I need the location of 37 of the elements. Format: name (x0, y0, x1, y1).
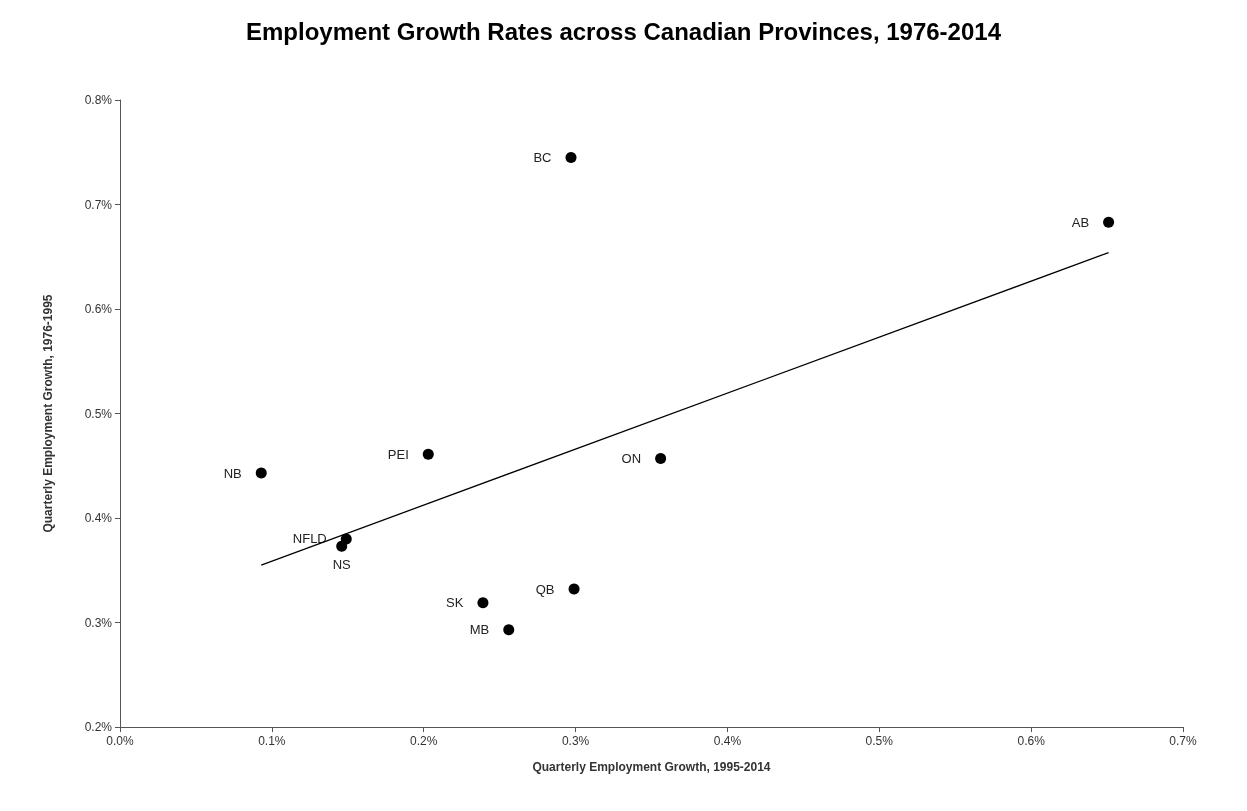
y-tick-label: 0.3% (84, 615, 113, 630)
point (255, 467, 267, 479)
chart-title: Employment Growth Rates across Canadian Provinces, 1976-2014 (246, 17, 1002, 45)
data-label: PEI (387, 446, 409, 462)
y-axis-title: Quarterly Employment Growth, 1976-1995 (41, 294, 55, 533)
y-tick-label: 0.5% (84, 406, 113, 421)
point (565, 151, 577, 163)
x-tick-label: 0.7% (1169, 734, 1197, 748)
data-label: MB (469, 622, 490, 638)
data-label: NS (332, 556, 352, 572)
data-label: QB (535, 581, 555, 597)
y-tick-label: 0.6% (84, 302, 113, 316)
data-label: AB (1071, 214, 1090, 230)
point (568, 583, 580, 595)
data-label: NB (223, 465, 242, 481)
x-tick-label: 0.5% (865, 734, 894, 748)
x-tick-label: 0.0% (106, 734, 134, 748)
point (1103, 216, 1115, 228)
y-tick-label: 0.7% (84, 197, 113, 212)
data-label: SK (446, 595, 464, 611)
x-axis-title: Quarterly Employment Growth, 1995-2014 (532, 760, 771, 774)
point (336, 540, 348, 552)
data-label: ON (621, 450, 642, 466)
x-tick-label: 0.2% (410, 734, 438, 748)
data-label: NFLD (292, 531, 327, 547)
x-tick-label: 0.3% (561, 734, 590, 748)
point (422, 448, 434, 460)
data-label: BC (533, 149, 552, 165)
point (655, 452, 667, 464)
point (503, 624, 515, 636)
x-tick-label: 0.4% (713, 734, 742, 748)
point (477, 597, 489, 609)
y-tick-label: 0.8% (84, 93, 113, 107)
y-tick-label: 0.2% (84, 720, 113, 734)
x-tick-label: 0.6% (1017, 734, 1046, 748)
x-tick-label: 0.1% (258, 734, 286, 748)
y-tick-label: 0.4% (84, 511, 113, 525)
